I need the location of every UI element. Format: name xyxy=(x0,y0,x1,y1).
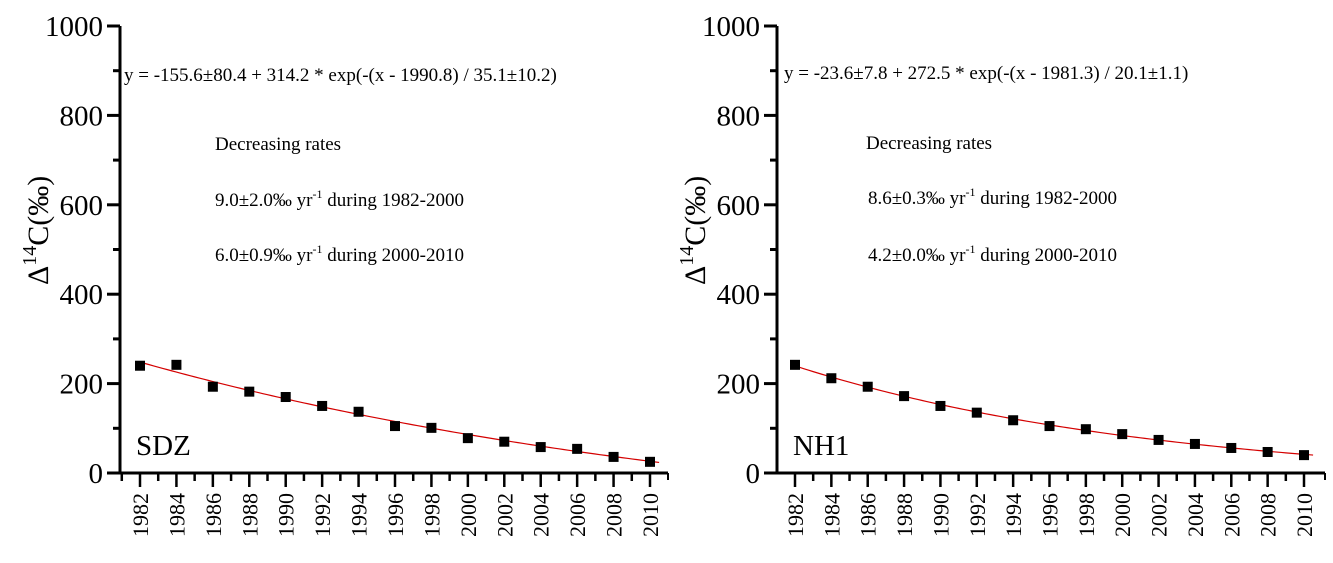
data-point xyxy=(390,421,400,432)
y-tick-label: 600 xyxy=(60,190,104,222)
data-point xyxy=(826,373,837,384)
data-point xyxy=(1044,421,1055,432)
x-tick-label: 1988 xyxy=(237,493,262,537)
x-tick-label: 1994 xyxy=(347,493,372,537)
data-point xyxy=(1117,429,1128,440)
panel-nh1: y = -23.6±7.8 + 272.5 * exp(-(x - 1981.3… xyxy=(676,11,1326,537)
x-tick-label: 1990 xyxy=(928,493,953,537)
x-tick-label: 2002 xyxy=(1147,493,1172,537)
panel-sdz: y = -155.6±80.4 + 314.2 * exp(-(x - 1990… xyxy=(19,11,669,537)
x-tick-label: 2000 xyxy=(1110,493,1135,537)
data-point xyxy=(971,407,982,418)
x-tick-label: 2006 xyxy=(565,493,590,537)
data-point xyxy=(535,442,546,453)
fit-curve xyxy=(794,365,1314,456)
x-tick-label: 2008 xyxy=(602,493,627,537)
x-tick-label: 2002 xyxy=(492,493,517,537)
x-tick-label: 2010 xyxy=(638,493,663,537)
x-tick-label: 1990 xyxy=(274,493,299,537)
data-point xyxy=(171,359,182,370)
y-tick-label: 800 xyxy=(60,100,104,132)
fit-equation: y = -23.6±7.8 + 272.5 * exp(-(x - 1981.3… xyxy=(784,63,1188,84)
data-point xyxy=(317,400,328,411)
data-point xyxy=(790,359,800,370)
data-point xyxy=(899,391,910,402)
x-tick-label: 1984 xyxy=(164,493,189,537)
y-tick-label: 200 xyxy=(717,369,761,401)
y-tick-label: 200 xyxy=(60,369,104,401)
y-axis-label: Δ14C(‰) xyxy=(19,176,55,285)
data-point xyxy=(1299,450,1309,461)
data-point xyxy=(135,360,145,371)
y-tick-label: 0 xyxy=(89,458,104,490)
x-tick-label: 1988 xyxy=(892,493,917,537)
rate-1982-2000: 8.6±0.3‰ yr-1 during 1982-2000 xyxy=(868,185,1117,209)
x-tick-label: 1992 xyxy=(965,493,990,537)
y-tick-label: 400 xyxy=(60,279,104,311)
data-point xyxy=(1080,424,1091,435)
x-tick-label: 1982 xyxy=(783,493,808,537)
y-tick-label: 1000 xyxy=(45,11,103,43)
rates-heading: Decreasing rates xyxy=(866,133,992,154)
y-tick-label: 600 xyxy=(717,190,761,222)
x-tick-label: 2008 xyxy=(1256,493,1281,537)
y-tick-label: 800 xyxy=(717,100,761,132)
x-tick-label: 1982 xyxy=(128,493,153,537)
data-point xyxy=(353,406,364,417)
data-point xyxy=(1008,415,1019,426)
rate-2000-2010: 4.2±0.0‰ yr-1 during 2000-2010 xyxy=(868,242,1117,266)
data-point xyxy=(608,451,619,462)
data-point xyxy=(280,392,291,403)
site-label: SDZ xyxy=(136,430,191,462)
y-tick-label: 0 xyxy=(746,458,761,490)
rate-1982-2000: 9.0±2.0‰ yr-1 during 1982-2000 xyxy=(215,187,464,211)
data-point xyxy=(1189,438,1200,449)
data-point xyxy=(499,436,510,447)
y-axis-label: Δ14C(‰) xyxy=(676,176,712,285)
x-tick-label: 1996 xyxy=(1038,493,1063,537)
x-tick-label: 1986 xyxy=(856,493,881,537)
data-point xyxy=(645,456,655,467)
rate-2000-2010: 6.0±0.9‰ yr-1 during 2000-2010 xyxy=(215,242,464,266)
x-tick-label: 1986 xyxy=(201,493,226,537)
data-point xyxy=(426,422,437,433)
data-point xyxy=(1262,446,1273,457)
x-tick-label: 2004 xyxy=(1183,493,1208,537)
x-tick-label: 1998 xyxy=(419,493,444,537)
rates-heading: Decreasing rates xyxy=(215,134,341,155)
x-tick-label: 1996 xyxy=(383,493,408,537)
x-tick-label: 2010 xyxy=(1292,493,1317,537)
x-tick-label: 1994 xyxy=(1001,493,1026,537)
site-label: NH1 xyxy=(793,430,849,462)
x-tick-label: 2004 xyxy=(529,493,554,537)
x-tick-label: 1984 xyxy=(819,493,844,537)
data-point xyxy=(862,381,873,392)
x-tick-label: 2000 xyxy=(456,493,481,537)
data-point xyxy=(935,400,946,411)
data-point xyxy=(244,386,255,397)
fit-equation: y = -155.6±80.4 + 314.2 * exp(-(x - 1990… xyxy=(124,65,557,86)
x-tick-label: 1998 xyxy=(1074,493,1099,537)
data-point xyxy=(1153,434,1164,445)
data-point xyxy=(462,433,473,444)
data-point xyxy=(572,443,583,454)
y-tick-label: 400 xyxy=(717,279,761,311)
x-tick-label: 1992 xyxy=(310,493,335,537)
y-tick-label: 1000 xyxy=(702,11,760,43)
x-tick-label: 2006 xyxy=(1219,493,1244,537)
data-point xyxy=(207,381,218,392)
data-point xyxy=(1226,442,1237,453)
